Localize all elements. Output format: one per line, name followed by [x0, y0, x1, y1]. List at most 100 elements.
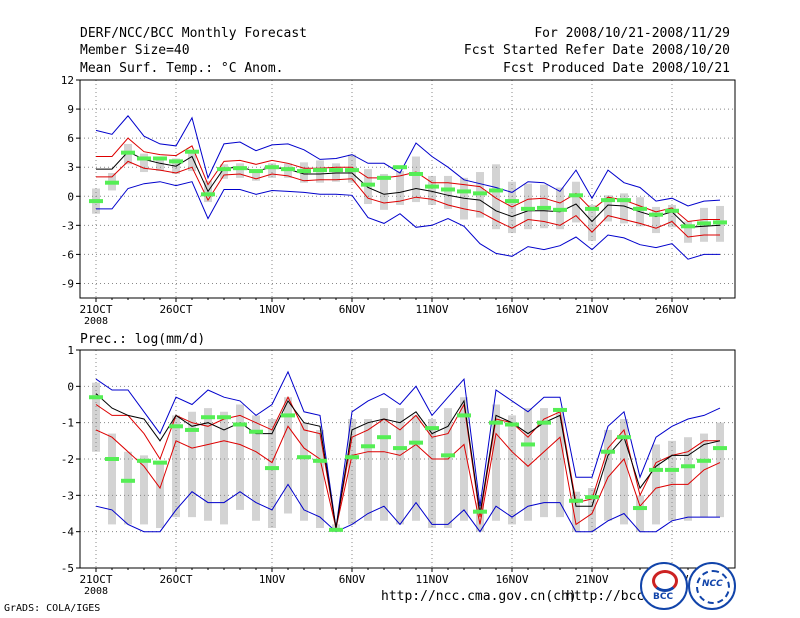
prec-spread-box-17 — [364, 419, 372, 521]
temp-observed-mark-28 — [537, 205, 551, 210]
prec-observed-mark-35 — [649, 467, 663, 472]
prec-spread-box-12 — [284, 397, 292, 514]
temp-spread-box-19 — [396, 171, 404, 205]
prec-spread-box-28 — [540, 408, 548, 518]
temp-spread-box-30 — [572, 181, 580, 223]
prec-spread-box-2 — [124, 451, 132, 525]
prec-spread-box-6 — [188, 411, 196, 518]
temp-observed-mark-17 — [361, 182, 375, 187]
prec-spread-box-33 — [620, 419, 628, 525]
temp-observed-mark-14 — [313, 168, 327, 173]
prec-spread-box-1 — [108, 433, 116, 525]
prec-ytick-label-6: -5 — [61, 562, 74, 575]
temp-year-label: 2008 — [84, 316, 108, 327]
temp-observed-mark-8 — [217, 167, 231, 172]
temp-ytick-label-4: 0 — [67, 190, 74, 203]
member-size-label: Member Size=40 — [80, 43, 190, 58]
footer-url-bcc[interactable]: http://bcc.c — [566, 589, 660, 604]
prec-series-min — [95, 483, 720, 533]
temp-spread-box-21 — [428, 175, 436, 205]
temp-observed-mark-23 — [457, 189, 471, 194]
fcst-produced-label: Fcst Produced Date 2008/10/21 — [503, 61, 730, 76]
prec-observed-mark-36 — [665, 467, 679, 472]
temp-observed-mark-20 — [409, 171, 423, 176]
temp-xtick-label-7: 26NOV — [655, 303, 688, 316]
temp-observed-mark-19 — [393, 165, 407, 170]
prec-xtick-label-1: 26OCT — [159, 573, 192, 586]
prec-spread-box-37 — [684, 437, 692, 521]
temp-observed-mark-12 — [281, 167, 295, 172]
prec-spread-box-25 — [492, 404, 500, 521]
prec-spread-box-39 — [716, 422, 724, 518]
prec-observed-mark-32 — [601, 449, 615, 454]
prec-ytick-label-0: 1 — [67, 344, 74, 357]
temp-observed-mark-21 — [425, 184, 439, 189]
temp-observed-mark-27 — [521, 206, 535, 211]
prec-xtick-label-0: 21OCT — [79, 573, 112, 586]
temp-spread-box-27 — [524, 183, 532, 230]
prec-observed-mark-10 — [249, 429, 263, 434]
bcc-logo-swirl — [652, 570, 678, 592]
temp-observed-mark-34 — [633, 206, 647, 211]
bcc-logo-icon: BCC — [640, 562, 688, 610]
forecast-period-label: For 2008/10/21-2008/11/29 — [534, 26, 730, 41]
prec-spread-box-36 — [668, 440, 676, 521]
temp-spread-box-31 — [588, 204, 596, 241]
footer-url-ncc[interactable]: http://ncc.cma.gov.cn(ch) — [381, 589, 577, 604]
temp-ytick-label-1: 9 — [67, 103, 74, 116]
temp-observed-mark-9 — [233, 166, 247, 171]
temp-spread-box-10 — [252, 169, 260, 181]
precip-panel-title: Prec.: log(mm/d) — [80, 332, 206, 347]
prec-spread-box-31 — [588, 488, 596, 532]
prec-series-mean — [95, 393, 721, 529]
temp-xtick-label-3: 6NOV — [339, 303, 366, 316]
prec-xtick-label-2: 1NOV — [259, 573, 286, 586]
temp-observed-mark-2 — [121, 150, 135, 155]
bcc-logo-text: BCC — [653, 592, 674, 602]
prec-spread-box-21 — [428, 419, 436, 529]
temp-observed-mark-35 — [649, 212, 663, 217]
prec-spread-box-38 — [700, 433, 708, 518]
prec-observed-mark-14 — [313, 458, 327, 463]
temp-spread-box-22 — [444, 175, 452, 209]
prec-observed-mark-30 — [569, 498, 583, 503]
temp-observed-mark-22 — [441, 187, 455, 192]
prec-observed-mark-18 — [377, 435, 391, 440]
temp-xtick-label-6: 21NOV — [575, 303, 608, 316]
temp-observed-mark-13 — [297, 169, 311, 174]
prec-observed-mark-13 — [297, 455, 311, 460]
temp-spread-box-3 — [140, 153, 148, 173]
temp-spread-box-9 — [236, 163, 244, 178]
prec-spread-box-22 — [444, 408, 452, 529]
temp-xtick-label-4: 11NOV — [415, 303, 448, 316]
temp-series-p-low — [96, 160, 720, 238]
temp-ytick-label-7: -9 — [61, 277, 74, 290]
prec-observed-mark-16 — [345, 455, 359, 460]
prec-xtick-label-5: 16NOV — [495, 573, 528, 586]
prec-observed-mark-0 — [89, 395, 103, 400]
temp-plot-frame — [79, 79, 736, 299]
prec-observed-mark-11 — [265, 466, 279, 471]
temp-ytick-label-6: -6 — [61, 248, 74, 261]
prec-observed-mark-37 — [681, 464, 695, 469]
temp-observed-mark-29 — [553, 207, 567, 212]
prec-observed-mark-5 — [169, 424, 183, 429]
prec-spread-box-14 — [316, 429, 324, 529]
ncc-logo-ring — [696, 570, 730, 604]
temp-observed-mark-33 — [617, 198, 631, 203]
ncc-logo-icon: NCC — [688, 562, 736, 610]
prec-spread-box-0 — [92, 382, 100, 452]
temp-spread-box-11 — [268, 163, 276, 178]
prec-spread-box-3 — [140, 455, 148, 525]
prec-observed-mark-38 — [697, 458, 711, 463]
prec-spread-box-30 — [572, 491, 580, 532]
prec-spread-box-34 — [636, 495, 644, 532]
prec-spread-box-10 — [252, 415, 260, 521]
prec-spread-box-16 — [348, 419, 356, 525]
temp-observed-mark-11 — [265, 165, 279, 170]
temp-spread-box-18 — [380, 173, 388, 210]
temp-observed-mark-37 — [681, 224, 695, 229]
temp-series-min — [96, 181, 720, 260]
prec-ytick-label-2: -1 — [61, 417, 74, 430]
